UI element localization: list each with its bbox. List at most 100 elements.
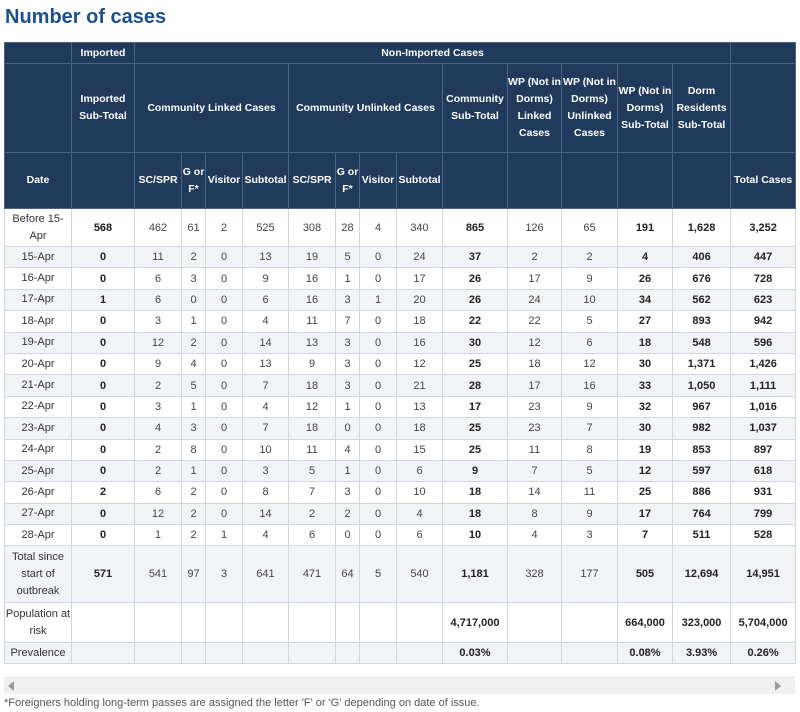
cell-unlinked-g-or-f: 0 xyxy=(335,524,360,547)
cell-unlinked-subtotal xyxy=(396,642,443,665)
header-blank-9 xyxy=(671,152,732,209)
cell-total-cases: 1,426 xyxy=(730,352,797,376)
table-row: 27-Apr 0 12 2 0 14 2 2 0 4 18 8 9 17 764 799 xyxy=(4,502,797,526)
cell-linked-g-or-f: 3 xyxy=(181,267,206,290)
cell-linked-sc-spr: 3 xyxy=(134,310,182,333)
cell-linked-visitor: 0 xyxy=(205,459,243,483)
cell-unlinked-subtotal: 12 xyxy=(396,352,443,376)
cell-wp-subtotal: 32 xyxy=(617,395,673,419)
cell-wp-unlinked: 5 xyxy=(561,459,618,483)
table-row: 21-Apr 0 2 5 0 7 18 3 0 21 28 17 16 33 1,050 1,111 xyxy=(4,374,797,397)
cell-unlinked-subtotal: 6 xyxy=(396,524,443,547)
cell-wp-subtotal: 30 xyxy=(617,352,673,376)
cell-linked-visitor xyxy=(205,642,243,665)
cell-unlinked-sc-spr: 16 xyxy=(288,267,336,290)
cell-total-cases: 618 xyxy=(730,459,797,483)
cell-community-subtotal: 10 xyxy=(442,524,508,547)
cell-unlinked-sc-spr: 9 xyxy=(288,352,336,376)
cell-linked-visitor: 0 xyxy=(205,352,243,376)
cell-unlinked-subtotal: 24 xyxy=(396,245,443,269)
cell-imported-subtotal xyxy=(71,602,135,644)
cell-wp-unlinked: 7 xyxy=(561,417,618,440)
cases-table: Imported Non-Imported Cases Imported Sub… xyxy=(4,42,797,665)
header-blank-7 xyxy=(561,152,618,209)
cell-unlinked-sc-spr: 18 xyxy=(288,374,336,397)
cell-wp-linked: 2 xyxy=(507,245,562,269)
cell-unlinked-sc-spr: 19 xyxy=(288,245,336,269)
cell-wp-unlinked: 177 xyxy=(561,545,618,604)
cell-linked-g-or-f: 1 xyxy=(181,310,206,333)
cell-dorm-subtotal: 597 xyxy=(671,459,732,483)
cell-wp-unlinked xyxy=(561,642,618,665)
cell-unlinked-sc-spr: 18 xyxy=(288,417,336,440)
table-row: 23-Apr 0 4 3 0 7 18 0 0 18 25 23 7 30 982 1,037 xyxy=(4,417,797,440)
table-row: Population at risk 4,717,000 664,000 323,00… xyxy=(4,602,797,644)
cell-dorm-subtotal: 853 xyxy=(671,438,732,461)
cell-wp-unlinked: 16 xyxy=(561,374,618,397)
cell-wp-unlinked: 10 xyxy=(561,288,618,312)
cell-unlinked-g-or-f: 2 xyxy=(335,502,360,526)
cell-dorm-subtotal: 562 xyxy=(671,288,732,312)
cell-unlinked-visitor: 5 xyxy=(359,545,397,604)
cell-linked-visitor: 0 xyxy=(205,245,243,269)
header-linked-g-or-f: G or F* xyxy=(181,152,206,209)
header-unlinked-sc-spr: SC/SPR xyxy=(288,152,336,209)
cell-linked-subtotal: 14 xyxy=(242,502,289,526)
header-unlinked-g-or-f: G or F* xyxy=(335,152,360,209)
cell-wp-unlinked: 9 xyxy=(561,395,618,419)
cell-imported-subtotal: 571 xyxy=(71,545,135,604)
cell-linked-subtotal: 8 xyxy=(242,481,289,504)
cell-total-cases: 897 xyxy=(730,438,797,461)
cell-linked-visitor: 0 xyxy=(205,395,243,419)
cell-date: 19-Apr xyxy=(4,331,72,354)
cell-unlinked-g-or-f: 5 xyxy=(335,245,360,269)
cell-unlinked-g-or-f: 3 xyxy=(335,374,360,397)
cell-dorm-subtotal: 511 xyxy=(671,524,732,547)
cell-linked-g-or-f: 1 xyxy=(181,395,206,419)
cell-wp-linked: 12 xyxy=(507,331,562,354)
cell-wp-linked: 24 xyxy=(507,288,562,312)
cell-unlinked-sc-spr: 7 xyxy=(288,481,336,504)
cell-linked-g-or-f: 2 xyxy=(181,481,206,504)
cell-unlinked-g-or-f: 3 xyxy=(335,331,360,354)
cell-community-subtotal: 18 xyxy=(442,502,508,526)
cell-date: 18-Apr xyxy=(4,310,72,333)
cell-unlinked-sc-spr xyxy=(288,642,336,665)
cell-linked-visitor: 1 xyxy=(205,524,243,547)
cell-unlinked-g-or-f: 1 xyxy=(335,459,360,483)
cell-imported-subtotal: 0 xyxy=(71,310,135,333)
cell-unlinked-sc-spr: 16 xyxy=(288,288,336,312)
cell-total-cases: 728 xyxy=(730,267,797,290)
cell-linked-subtotal: 7 xyxy=(242,374,289,397)
cell-linked-g-or-f: 2 xyxy=(181,502,206,526)
cell-total-cases: 1,016 xyxy=(730,395,797,419)
cell-linked-g-or-f: 1 xyxy=(181,459,206,483)
header-blank-4 xyxy=(71,152,135,209)
scroll-right-arrow-icon[interactable] xyxy=(775,681,781,691)
cell-community-subtotal: 30 xyxy=(442,331,508,354)
cell-date: 23-Apr xyxy=(4,417,72,440)
cell-total-cases: 5,704,000 xyxy=(730,602,797,644)
horizontal-scrollbar[interactable] xyxy=(4,677,795,694)
cell-imported-subtotal: 0 xyxy=(71,245,135,269)
cell-wp-subtotal: 664,000 xyxy=(617,602,673,644)
cell-date: 15-Apr xyxy=(4,245,72,269)
cell-unlinked-g-or-f: 1 xyxy=(335,395,360,419)
cell-linked-subtotal xyxy=(242,602,289,644)
cell-imported-subtotal: 0 xyxy=(71,352,135,376)
cell-total-cases: 0.26% xyxy=(730,642,797,665)
scroll-left-arrow-icon[interactable] xyxy=(8,681,14,691)
footnote: *Foreigners holding long-term passes are… xyxy=(4,697,480,709)
cell-community-subtotal: 17 xyxy=(442,395,508,419)
header-blank-5 xyxy=(442,152,508,209)
cell-unlinked-g-or-f: 4 xyxy=(335,438,360,461)
cell-dorm-subtotal: 323,000 xyxy=(671,602,732,644)
cell-linked-sc-spr: 462 xyxy=(134,208,182,247)
cell-total-cases: 14,951 xyxy=(730,545,797,604)
cell-unlinked-g-or-f: 3 xyxy=(335,288,360,312)
cell-wp-subtotal: 27 xyxy=(617,310,673,333)
cell-linked-sc-spr: 2 xyxy=(134,459,182,483)
cell-wp-subtotal: 7 xyxy=(617,524,673,547)
cell-linked-g-or-f: 61 xyxy=(181,208,206,247)
cell-linked-subtotal: 641 xyxy=(242,545,289,604)
